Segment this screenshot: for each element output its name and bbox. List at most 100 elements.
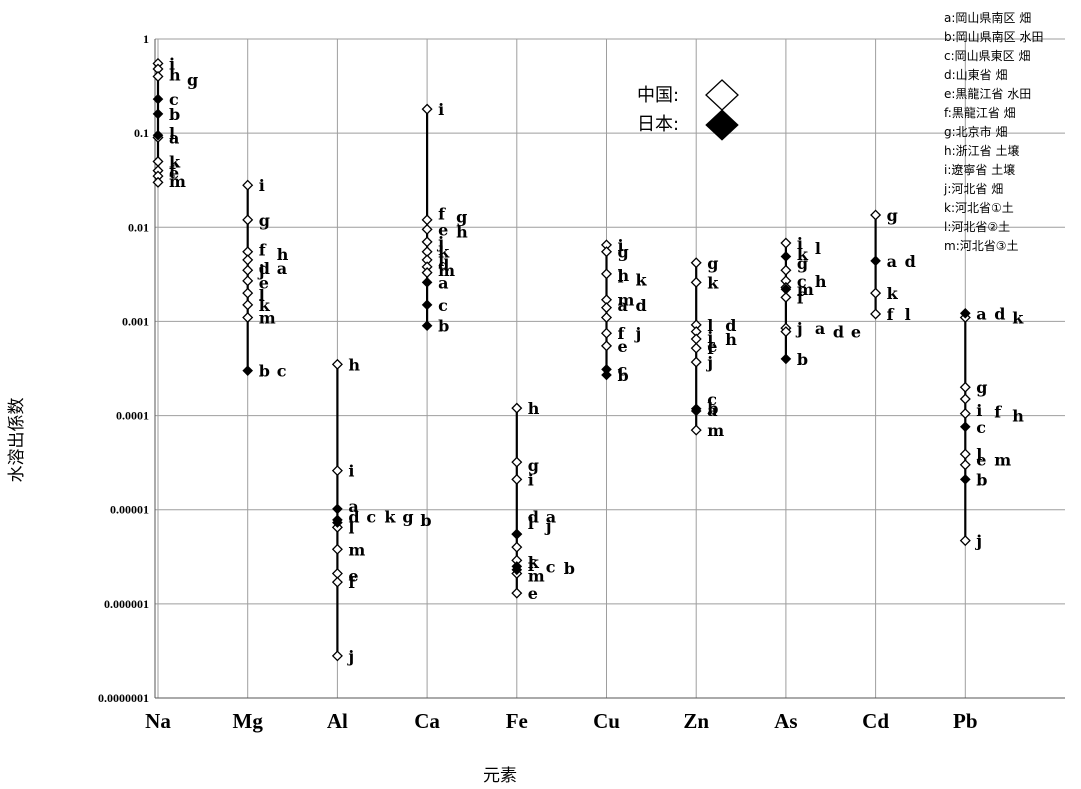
- point-label: c: [618, 360, 628, 379]
- data-point-china: [780, 291, 792, 303]
- data-point-china: [780, 264, 792, 276]
- data-point-china: [690, 257, 702, 269]
- point-label: f: [169, 162, 177, 181]
- data-point-china: [600, 312, 613, 324]
- sample-key-m: m:河北省③土: [944, 239, 1019, 253]
- point-label: g: [456, 208, 467, 227]
- x-tick-label: Ca: [414, 709, 440, 733]
- y-tick-label: 0.00001: [110, 503, 149, 517]
- point-label: a: [169, 128, 179, 147]
- point-label: h: [456, 223, 468, 242]
- point-label: m: [169, 172, 186, 191]
- point-label: j: [346, 647, 354, 666]
- data-point-china: [959, 381, 971, 393]
- point-label: l: [348, 518, 354, 537]
- point-label: d: [636, 296, 647, 315]
- point-label: k: [1012, 309, 1024, 328]
- data-point-china: [421, 223, 433, 235]
- data-point-china: [421, 214, 433, 226]
- data-point-japan: [511, 564, 523, 576]
- point-label: i: [528, 470, 534, 489]
- y-axis-label: 水溶出係数: [7, 398, 27, 483]
- point-label: b: [976, 470, 987, 489]
- data-point-japan: [780, 283, 792, 295]
- data-point-china: [959, 448, 971, 460]
- x-tick-label: Cu: [593, 709, 620, 733]
- point-label: a: [348, 497, 358, 516]
- point-label: b: [707, 399, 718, 418]
- data-point-china: [242, 299, 254, 311]
- data-point-china: [242, 214, 254, 226]
- data-point-china: [690, 356, 702, 368]
- data-point-china: [690, 424, 702, 436]
- data-point-china: [600, 268, 613, 280]
- sample-key-h: h:浙江省 土壌: [944, 144, 1019, 158]
- point-label: b: [797, 350, 808, 369]
- data-point-china: [959, 393, 971, 405]
- point-label: h: [815, 272, 827, 291]
- point-label: a: [618, 296, 628, 315]
- sample-key-a: a:岡山県南区 畑: [944, 10, 1031, 25]
- point-label: d: [994, 304, 1005, 323]
- point-label: j: [974, 532, 982, 551]
- point-label: a: [277, 259, 287, 278]
- data-point-japan: [421, 277, 433, 288]
- sample-key-b: b:岡山県南区 水田: [944, 29, 1043, 44]
- data-point-china: [600, 246, 613, 258]
- point-label: m: [618, 291, 635, 310]
- point-label: e: [976, 451, 986, 470]
- data-point-china: [242, 179, 254, 191]
- y-tick-label: 0.0001: [116, 409, 149, 423]
- data-point-china: [331, 358, 343, 370]
- data-point-japan: [152, 93, 164, 105]
- point-label: e: [259, 273, 269, 292]
- point-label: h: [348, 355, 360, 374]
- data-point-japan: [690, 405, 702, 417]
- point-label: c: [277, 362, 287, 381]
- data-point-japan: [959, 307, 971, 319]
- point-label: l: [815, 239, 821, 258]
- point-label: g: [797, 254, 808, 273]
- point-label: d: [905, 252, 916, 271]
- point-label: j: [257, 261, 265, 280]
- sample-key-e: e:黒龍江省 水田: [944, 86, 1031, 101]
- x-tick-label: As: [774, 709, 797, 733]
- point-label: i: [707, 328, 713, 347]
- point-label: f: [618, 324, 626, 343]
- point-label: i: [169, 54, 175, 73]
- point-label: k: [797, 245, 809, 264]
- point-label: i: [618, 236, 624, 255]
- point-label: c: [707, 390, 717, 409]
- data-point-china: [780, 326, 792, 338]
- sample-key-legend: a:岡山県南区 畑 b:岡山県南区 水田 c:岡山県東区 畑 d:山東省 畑 e…: [943, 10, 1043, 253]
- data-point-china: [242, 264, 254, 276]
- point-label: g: [528, 456, 539, 475]
- point-label: d: [348, 507, 359, 526]
- point-label: k: [528, 553, 540, 572]
- point-label: k: [438, 243, 450, 262]
- data-point-japan: [332, 517, 343, 528]
- point-label: h: [528, 399, 540, 418]
- point-label: e: [348, 567, 358, 586]
- y-tick-label: 0.0000001: [98, 691, 149, 705]
- x-tick-label: Cd: [862, 709, 889, 733]
- data-point-china: [421, 103, 433, 115]
- data-point-china: [152, 70, 164, 82]
- point-label: h: [725, 330, 737, 349]
- y-tick-label: 0.1: [134, 126, 149, 140]
- point-label: m: [348, 540, 365, 559]
- x-tick-label: Fe: [506, 709, 528, 733]
- point-label: l: [905, 305, 911, 324]
- sample-key-i: i:遼寧省 土壌: [944, 162, 1015, 177]
- point-label: l: [438, 251, 444, 270]
- point-label: a: [976, 304, 986, 323]
- y-tick-label: 0.01: [128, 220, 149, 234]
- data-point-japan: [511, 528, 523, 540]
- point-label: d: [725, 316, 736, 335]
- point-label: f: [707, 339, 715, 358]
- data-point-japan: [421, 320, 433, 332]
- data-point-japan: [242, 365, 254, 376]
- data-point-china: [152, 176, 164, 188]
- data-point-china: [511, 541, 523, 553]
- point-label: c: [438, 296, 448, 315]
